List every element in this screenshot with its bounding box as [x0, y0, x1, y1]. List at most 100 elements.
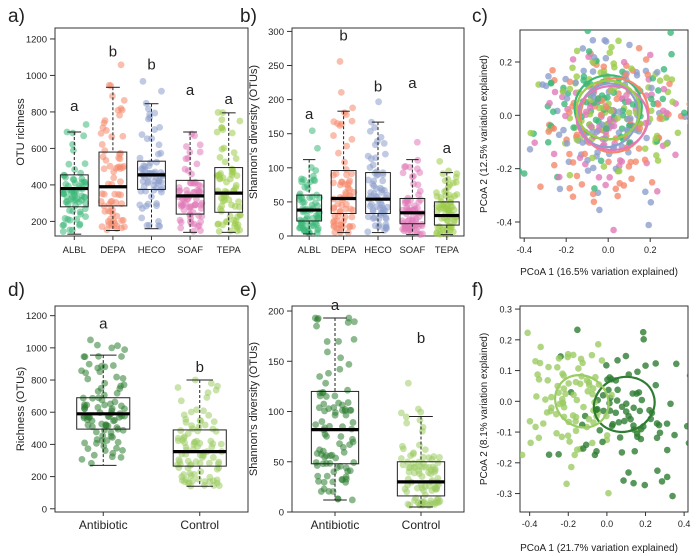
data-point: [606, 174, 613, 181]
data-point: [108, 133, 116, 141]
data-point: [669, 98, 676, 106]
data-point: [545, 363, 552, 371]
data-point: [542, 396, 549, 403]
data-point: [397, 455, 405, 462]
data-point: [573, 131, 581, 139]
x-tick-label: ALBL: [298, 245, 321, 256]
data-point: [323, 472, 331, 480]
data-point: [641, 145, 649, 152]
data-point: [603, 432, 611, 439]
data-point: [674, 129, 682, 137]
data-point: [214, 460, 222, 468]
data-point: [350, 336, 358, 343]
data-point: [629, 101, 637, 108]
data-point: [323, 432, 330, 440]
data-point: [672, 360, 680, 368]
panel-label: c): [472, 6, 488, 27]
data-point: [207, 379, 215, 387]
data-point: [580, 67, 587, 75]
data-point: [341, 158, 348, 166]
panel-label: b): [240, 6, 257, 27]
data-point: [80, 414, 88, 422]
data-point: [524, 329, 531, 337]
data-point: [325, 369, 332, 377]
data-point: [548, 404, 555, 412]
data-point: [364, 228, 372, 236]
data-point: [615, 37, 622, 45]
data-point: [117, 191, 125, 199]
data-point: [334, 120, 341, 127]
data-point: [566, 150, 573, 158]
data-point: [647, 107, 655, 115]
data-point: [542, 82, 550, 90]
data-point: [201, 421, 209, 429]
data-point: [471, 71, 478, 78]
data-point: [421, 491, 429, 499]
data-point: [416, 462, 424, 470]
data-point: [155, 150, 162, 158]
data-point: [108, 453, 116, 461]
data-point: [413, 138, 421, 146]
data-point: [197, 201, 205, 209]
data-point: [653, 434, 661, 442]
data-point: [228, 171, 236, 179]
data-point: [635, 44, 643, 52]
data-point: [692, 465, 699, 472]
data-point: [558, 395, 566, 403]
data-point: [630, 479, 637, 487]
data-point: [589, 68, 597, 75]
data-point: [599, 20, 606, 27]
y-tick-label: 0: [279, 232, 284, 243]
y-axis-label: OTU richness: [15, 98, 27, 166]
data-point: [409, 223, 417, 231]
data-point: [613, 397, 621, 404]
significance-letter: b: [109, 43, 117, 60]
data-point: [578, 181, 586, 188]
panel-label: a): [8, 6, 25, 27]
data-point: [235, 198, 242, 206]
plot-frame: [54, 305, 249, 513]
data-point: [554, 363, 561, 371]
data-point: [526, 417, 534, 425]
box-group-heco: b HECO: [364, 79, 391, 256]
data-point: [344, 467, 352, 475]
data-point: [148, 135, 156, 142]
data-point: [555, 173, 563, 181]
data-point: [642, 56, 650, 63]
data-point: [571, 451, 578, 459]
data-point: [575, 365, 582, 372]
data-point: [577, 355, 585, 363]
data-point: [174, 437, 182, 445]
data-point: [686, 372, 688, 379]
data-point: [614, 114, 622, 122]
data-point: [119, 446, 126, 454]
data-point: [634, 433, 641, 441]
data-point: [343, 171, 350, 179]
data-point: [687, 119, 688, 125]
data-point: [209, 454, 217, 461]
data-point: [136, 154, 144, 162]
data-point: [532, 423, 539, 431]
data-point: [233, 227, 241, 235]
data-point: [639, 328, 647, 336]
x-tick-label: 0.2: [639, 519, 652, 529]
significance-letter: b: [147, 56, 155, 73]
data-point: [433, 230, 441, 237]
box-group-albl: a ALBL: [295, 106, 323, 256]
plot-area: [471, 20, 695, 234]
data-point: [181, 165, 189, 173]
data-point: [138, 205, 146, 212]
data-point: [628, 65, 635, 72]
x-tick-label: Antibiotic: [79, 518, 128, 532]
data-point: [688, 169, 695, 176]
data-point: [115, 413, 123, 421]
data-point: [109, 362, 117, 369]
data-point: [113, 222, 121, 230]
data-point: [641, 481, 649, 489]
data-point: [177, 218, 185, 226]
data-point: [434, 474, 442, 482]
data-point: [411, 497, 418, 504]
data-point: [194, 181, 202, 189]
data-point: [186, 179, 194, 187]
data-point: [401, 485, 409, 493]
